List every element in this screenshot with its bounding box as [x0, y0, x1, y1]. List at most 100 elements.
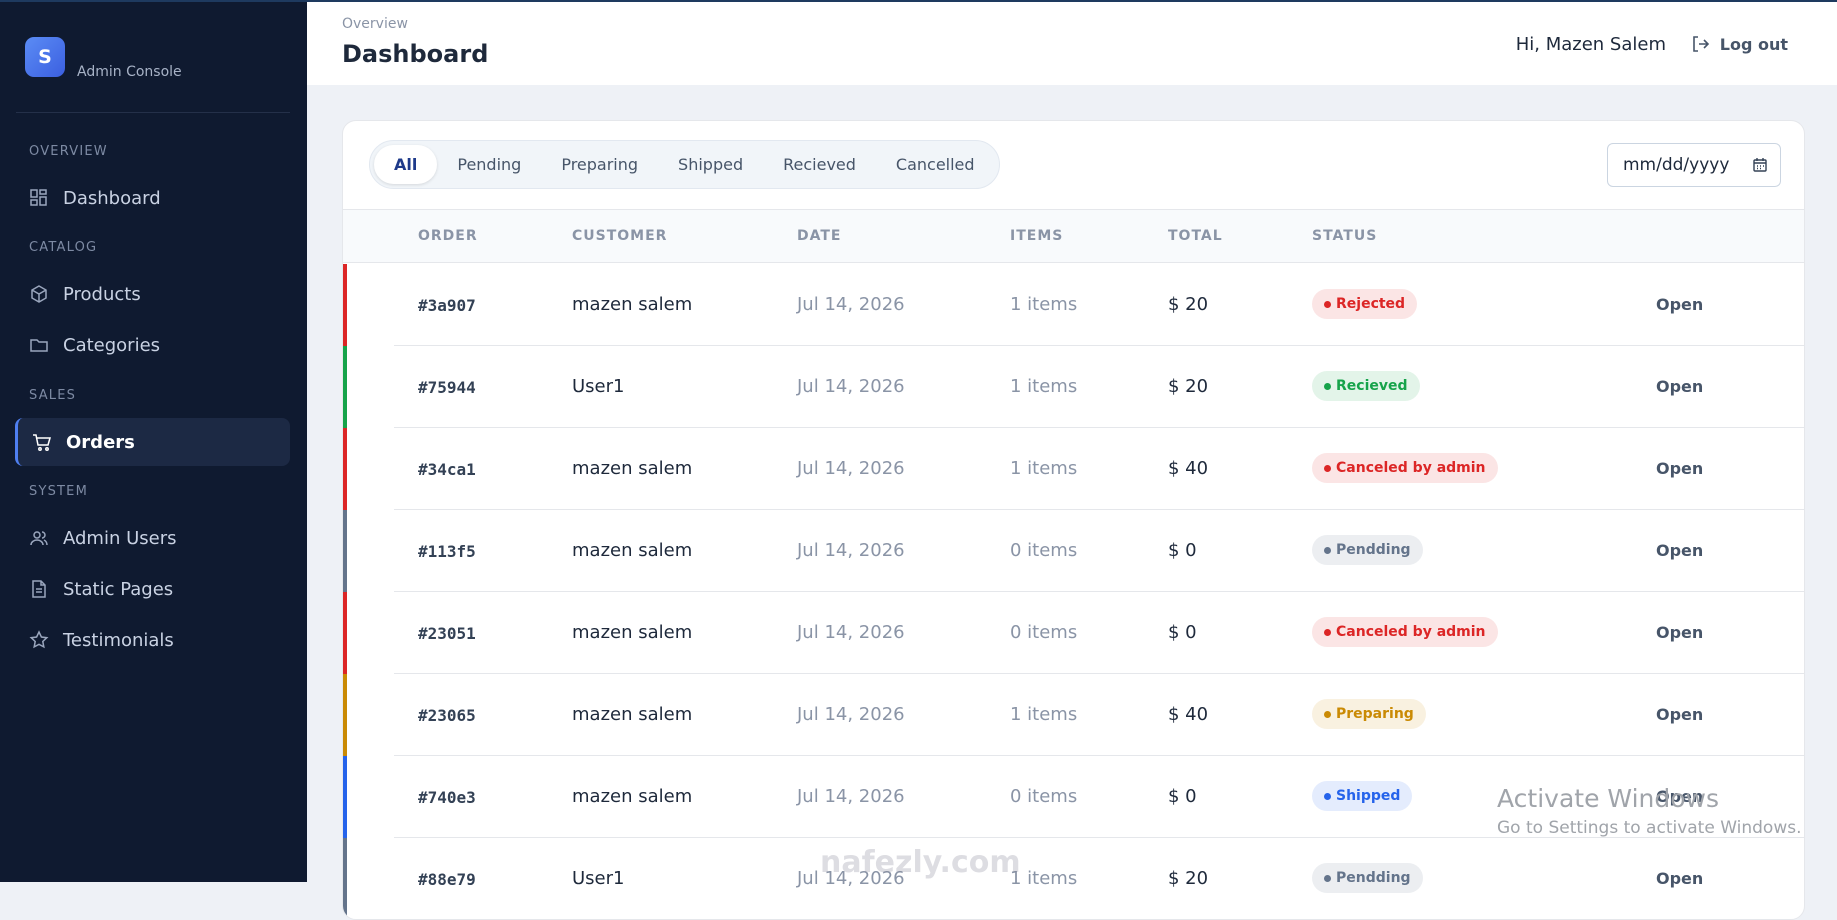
nav-label: Orders [66, 431, 135, 453]
row-divider [394, 755, 1804, 756]
status-accent [343, 674, 347, 756]
order-row[interactable]: #23065 mazen salem Jul 14, 2026 1 items $ 40… [343, 674, 1804, 756]
order-row[interactable]: #740e3 mazen salem Jul 14, 2026 0 items $ 0 S… [343, 756, 1804, 838]
row-divider [394, 427, 1804, 428]
status-tab[interactable]: Cancelled [895, 155, 975, 174]
cell-items: 0 items [1010, 540, 1078, 561]
nav-icon [30, 189, 47, 206]
cell-total: $ 0 [1168, 786, 1197, 807]
status-tab[interactable]: Recieved [783, 155, 856, 174]
order-row[interactable]: #75944 User1 Jul 14, 2026 1 items $ 20 Reciev… [343, 346, 1804, 428]
date-input[interactable]: mm/dd/yyyy [1607, 143, 1781, 187]
nav-label: Testimonials [63, 629, 174, 651]
order-row[interactable]: #113f5 mazen salem Jul 14, 2026 0 items $ 0 P… [343, 510, 1804, 592]
cell-items: 1 items [1010, 704, 1078, 725]
open-link[interactable]: Open [1656, 705, 1704, 724]
status-badge: Pendding [1312, 535, 1423, 565]
cell-date: Jul 14, 2026 [797, 540, 905, 561]
cell-order: #88e79 [418, 870, 476, 889]
cell-order: #23051 [418, 624, 476, 643]
status-badge: Recieved [1312, 371, 1420, 401]
section-heading: SYSTEM [29, 484, 89, 499]
cell-total: $ 20 [1168, 868, 1209, 889]
nav-item[interactable]: Orders [15, 418, 290, 466]
section-heading: OVERVIEW [29, 144, 108, 159]
cell-customer: mazen salem [572, 540, 693, 561]
open-link[interactable]: Open [1656, 787, 1704, 806]
order-row[interactable]: #3a907 mazen salem Jul 14, 2026 1 items $ 20… [343, 264, 1804, 346]
cell-customer: mazen salem [572, 294, 693, 315]
status-accent [343, 756, 347, 838]
nav-item[interactable]: Categories [15, 321, 290, 369]
status-tab[interactable]: Preparing [561, 155, 639, 174]
status-tab[interactable]: Pending [457, 155, 522, 174]
order-row[interactable]: #23051 mazen salem Jul 14, 2026 0 items $ 0 C… [343, 592, 1804, 674]
open-link[interactable]: Open [1656, 459, 1704, 478]
open-link[interactable]: Open [1656, 869, 1704, 888]
watermark-site: nafezly.com [820, 845, 1021, 880]
cell-total: $ 0 [1168, 540, 1197, 561]
page-title: Dashboard [342, 40, 489, 68]
nav-item[interactable]: Products [15, 270, 290, 318]
cell-date: Jul 14, 2026 [797, 458, 905, 479]
status-accent [343, 264, 347, 346]
row-divider [394, 345, 1804, 346]
nav-label: Admin Users [63, 527, 177, 549]
open-link[interactable]: Open [1656, 377, 1704, 396]
cell-date: Jul 14, 2026 [797, 622, 905, 643]
watermark-subtitle: Go to Settings to activate Windows. [1497, 818, 1802, 838]
column-header: TOTAL [1168, 228, 1223, 244]
status-accent [343, 428, 347, 510]
nav-item[interactable]: Testimonials [15, 616, 290, 664]
cell-date: Jul 14, 2026 [797, 294, 905, 315]
greeting: Hi, Mazen Salem [1515, 34, 1666, 55]
cell-items: 0 items [1010, 786, 1078, 807]
cell-order: #34ca1 [418, 460, 476, 479]
status-tab[interactable]: Shipped [678, 155, 744, 174]
nav-icon [30, 339, 48, 352]
nav-icon [33, 434, 51, 451]
cell-customer: mazen salem [572, 704, 693, 725]
status-badge: Canceled by admin [1312, 617, 1498, 647]
open-link[interactable]: Open [1656, 541, 1704, 560]
column-header: ITEMS [1010, 228, 1064, 244]
column-header: STATUS [1312, 228, 1378, 244]
nav-item[interactable]: Admin Users [15, 514, 290, 562]
order-row[interactable]: #88e79 User1 Jul 14, 2026 1 items $ 20 Penddi… [343, 838, 1804, 919]
header: Overview Dashboard Hi, Mazen Salem Log o… [307, 0, 1837, 85]
nav-item[interactable]: Dashboard [15, 174, 290, 222]
cell-customer: mazen salem [572, 458, 693, 479]
row-divider [394, 509, 1804, 510]
nav-item[interactable]: Static Pages [15, 565, 290, 613]
nav-icon [32, 580, 46, 598]
status-badge: Canceled by admin [1312, 453, 1498, 483]
orders-card: All Pending Preparing Shipped Recieved Cancel… [342, 120, 1805, 920]
cell-items: 1 items [1010, 376, 1078, 397]
status-accent [343, 838, 347, 919]
cell-date: Jul 14, 2026 [797, 376, 905, 397]
logout-label: Log out [1719, 35, 1788, 54]
cell-date: Jul 14, 2026 [797, 704, 905, 725]
divider [16, 112, 290, 113]
date-placeholder: mm/dd/yyyy [1623, 155, 1730, 175]
status-badge: Preparing [1312, 699, 1426, 729]
cell-customer: mazen salem [572, 622, 693, 643]
status-badge: Shipped [1312, 781, 1413, 811]
column-header: ORDER [418, 228, 478, 244]
row-divider [394, 591, 1804, 592]
logout-button[interactable]: Log out [1690, 35, 1788, 54]
cell-total: $ 40 [1168, 704, 1209, 725]
nav-icon [30, 531, 48, 546]
status-tab[interactable]: All [374, 145, 438, 184]
order-row[interactable]: #34ca1 mazen salem Jul 14, 2026 1 items $ 40… [343, 428, 1804, 510]
status-badge: Rejected [1312, 289, 1418, 319]
row-divider [394, 837, 1804, 838]
open-link[interactable]: Open [1656, 295, 1704, 314]
sidebar: S Admin Console OVERVIEW Dashboard CATALOG… [0, 0, 307, 882]
status-badge: Pendding [1312, 863, 1423, 893]
nav-icon [29, 630, 49, 649]
cell-items: 1 items [1010, 294, 1078, 315]
open-link[interactable]: Open [1656, 623, 1704, 642]
